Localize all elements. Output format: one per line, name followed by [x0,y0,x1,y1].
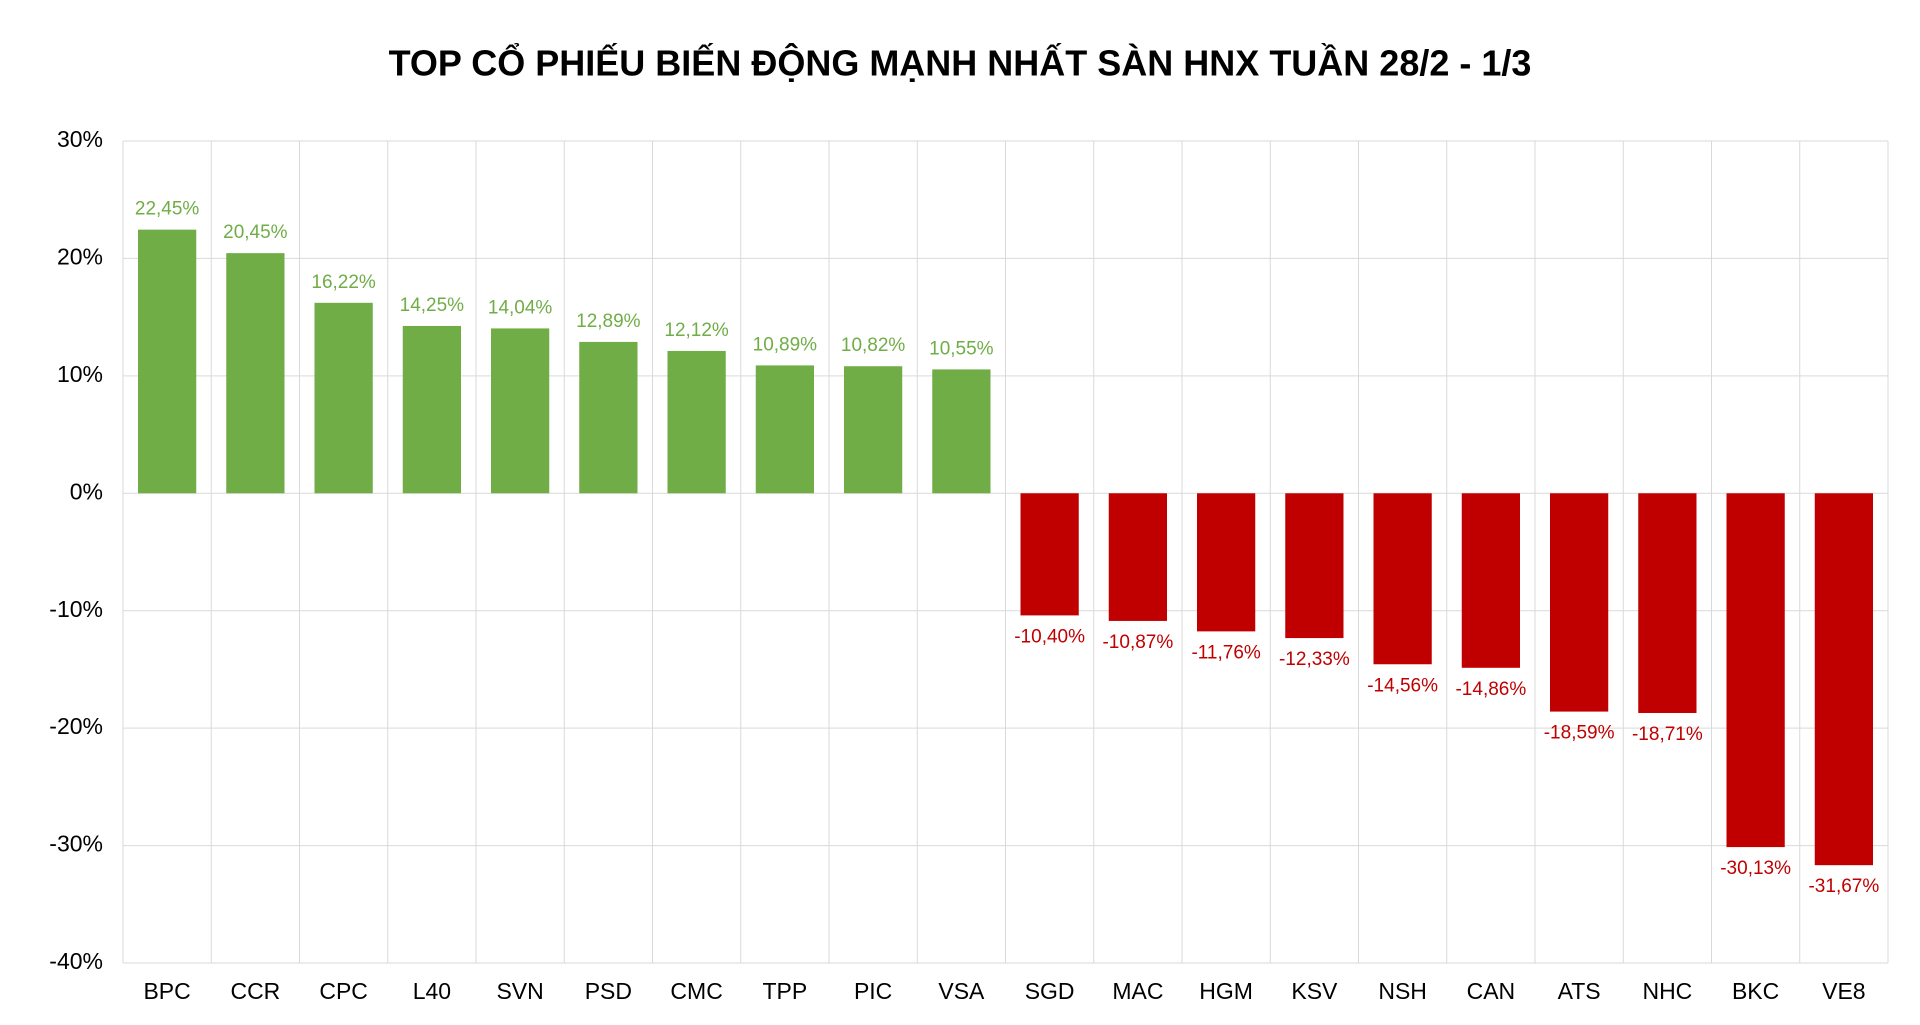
value-label: -10,87% [1102,632,1173,653]
bar [667,350,726,494]
bar [491,328,550,494]
bar [1726,493,1785,848]
value-label: 22,45% [135,199,200,220]
y-tick-label: 10% [57,361,103,387]
value-label: 12,89% [576,311,641,332]
bar [844,366,903,494]
value-label: 10,89% [753,334,818,355]
y-tick-label: -30% [49,831,103,857]
bar [1197,493,1256,632]
y-tick-label: 30% [57,126,103,152]
value-label: -11,76% [1191,642,1260,663]
x-tick-label: NSH [1378,978,1427,1004]
bar [1020,493,1079,616]
x-tick-label: PIC [854,978,892,1004]
bar [1373,493,1432,665]
value-label: -12,33% [1279,649,1350,670]
x-tick-label: BPC [143,978,190,1004]
value-label: 14,04% [488,297,553,318]
y-tick-label: 20% [57,244,103,270]
y-tick-label: -10% [49,596,103,622]
value-label: 10,55% [929,338,994,359]
bar [932,369,991,494]
x-tick-label: MAC [1112,978,1163,1004]
bar [226,253,285,494]
x-tick-label: SVN [496,978,543,1004]
value-label: 14,25% [400,295,465,316]
x-tick-label: CPC [319,978,368,1004]
x-tick-label: L40 [413,978,451,1004]
value-label: -10,40% [1014,626,1085,647]
value-label: -18,71% [1632,724,1703,745]
x-tick-label: SGD [1025,978,1075,1004]
bar [1550,493,1609,712]
bar [1814,493,1873,866]
x-tick-label: BKC [1732,978,1779,1004]
x-tick-label: HGM [1199,978,1253,1004]
value-label: 16,22% [311,272,376,293]
bar [138,229,197,494]
value-label: 10,82% [841,335,906,356]
x-tick-label: VSA [938,978,985,1004]
bar [314,302,373,494]
bar [1461,493,1520,668]
bar [1285,493,1344,639]
value-label: -31,67% [1808,876,1879,897]
x-tick-label: ATS [1558,978,1601,1004]
x-tick-label: CMC [670,978,722,1004]
y-tick-label: -40% [49,948,103,974]
y-tick-label: 0% [70,478,103,504]
value-label: -30,13% [1720,858,1791,879]
x-tick-label: KSV [1291,978,1338,1004]
value-label: 20,45% [223,222,288,243]
bar [755,365,814,494]
x-tick-label: TPP [763,978,808,1004]
bar [579,341,638,494]
x-tick-label: CCR [230,978,280,1004]
x-tick-label: PSD [585,978,632,1004]
x-tick-label: VE8 [1822,978,1865,1004]
value-label: -18,59% [1544,723,1615,744]
bar [402,325,461,494]
x-tick-label: NHC [1642,978,1692,1004]
bar [1638,493,1697,713]
value-label: 12,12% [664,320,729,341]
x-tick-label: CAN [1467,978,1516,1004]
bar [1108,493,1167,621]
chart-title: TOP CỔ PHIẾU BIẾN ĐỘNG MẠNH NHẤT SÀN HNX… [389,41,1532,84]
value-label: -14,86% [1455,679,1526,700]
value-label: -14,56% [1367,675,1438,696]
y-tick-label: -20% [49,713,103,739]
